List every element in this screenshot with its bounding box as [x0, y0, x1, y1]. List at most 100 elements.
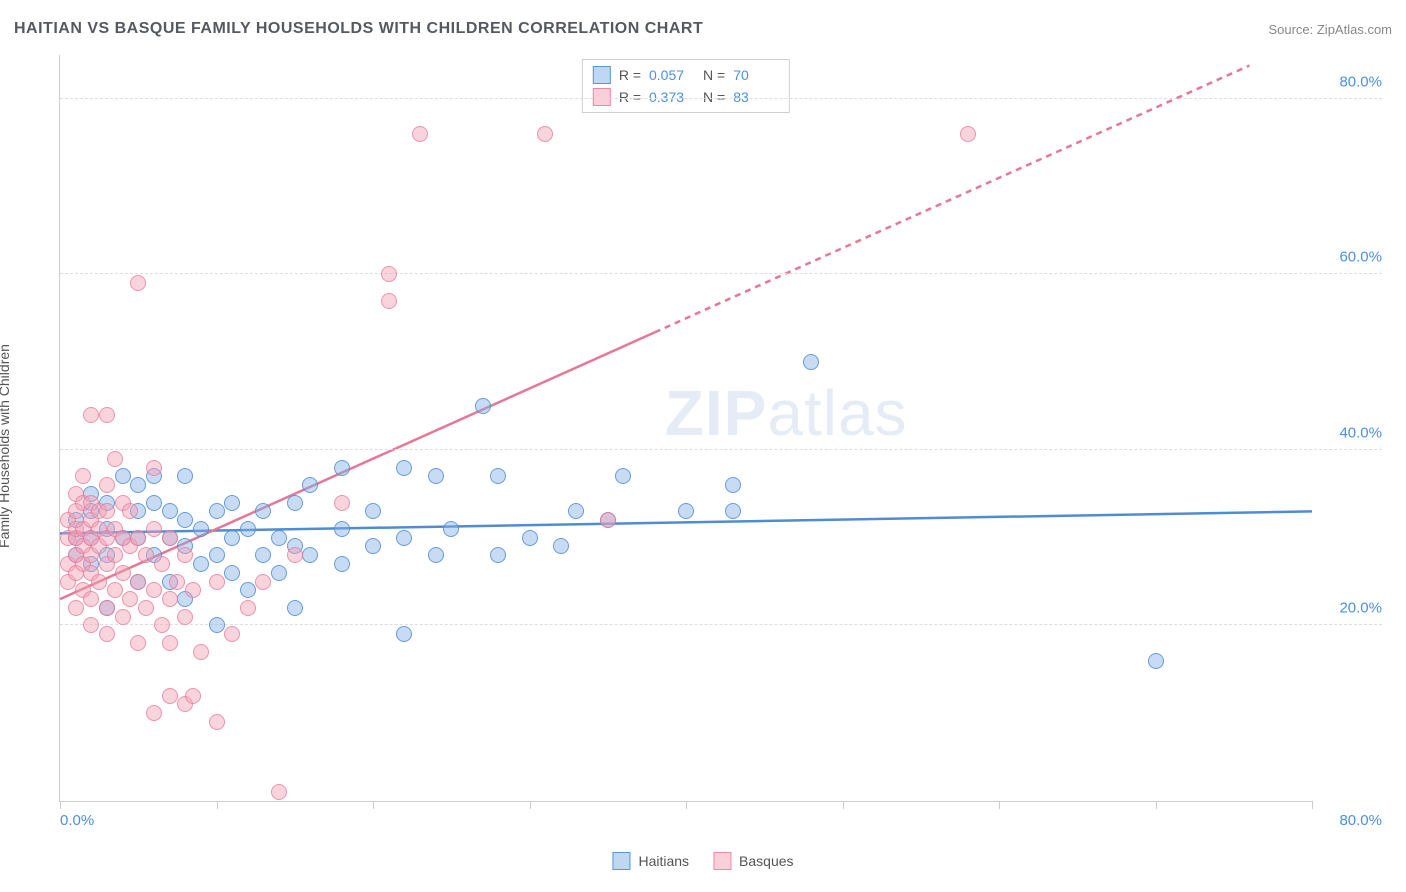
- data-point-basques: [99, 600, 115, 616]
- y-axis-label: Family Households with Children: [0, 344, 12, 548]
- data-point-basques: [83, 591, 99, 607]
- stat-r-label: R =: [619, 67, 641, 83]
- chart-source: Source: ZipAtlas.com: [1268, 22, 1392, 37]
- x-axis-end-label: 80.0%: [1339, 812, 1382, 829]
- data-point-basques: [68, 600, 84, 616]
- data-point-basques: [154, 617, 170, 633]
- data-point-basques: [537, 126, 553, 142]
- swatch-haitians-icon: [612, 852, 630, 870]
- data-point-basques: [960, 126, 976, 142]
- data-point-haitians: [162, 503, 178, 519]
- y-tick-label: 60.0%: [1322, 249, 1382, 266]
- data-point-haitians: [287, 600, 303, 616]
- data-point-basques: [334, 495, 350, 511]
- data-point-haitians: [146, 495, 162, 511]
- x-tick: [1156, 801, 1157, 809]
- data-point-haitians: [334, 521, 350, 537]
- data-point-haitians: [443, 521, 459, 537]
- stat-n-label: N =: [703, 67, 725, 83]
- x-axis-start-label: 0.0%: [60, 812, 94, 829]
- data-point-haitians: [365, 503, 381, 519]
- x-tick: [1312, 801, 1313, 809]
- gridline-h: [60, 624, 1382, 625]
- data-point-basques: [162, 688, 178, 704]
- data-point-haitians: [177, 512, 193, 528]
- data-point-haitians: [803, 354, 819, 370]
- data-point-basques: [99, 626, 115, 642]
- data-point-basques: [83, 617, 99, 633]
- data-point-haitians: [240, 582, 256, 598]
- x-tick: [530, 801, 531, 809]
- data-point-basques: [287, 547, 303, 563]
- data-point-haitians: [271, 530, 287, 546]
- series-legend: Haitians Basques: [612, 852, 793, 870]
- data-point-basques: [177, 547, 193, 563]
- data-point-basques: [115, 609, 131, 625]
- data-point-haitians: [209, 547, 225, 563]
- data-point-haitians: [522, 530, 538, 546]
- data-point-haitians: [334, 556, 350, 572]
- stat-n-haitians: 70: [733, 67, 779, 83]
- data-point-haitians: [396, 460, 412, 476]
- data-point-basques: [146, 582, 162, 598]
- data-point-basques: [271, 784, 287, 800]
- data-point-haitians: [1148, 653, 1164, 669]
- data-point-haitians: [302, 547, 318, 563]
- data-point-basques: [162, 591, 178, 607]
- x-tick: [999, 801, 1000, 809]
- data-point-haitians: [396, 530, 412, 546]
- gridline-h: [60, 273, 1382, 274]
- data-point-basques: [107, 451, 123, 467]
- data-point-haitians: [224, 495, 240, 511]
- data-point-haitians: [255, 503, 271, 519]
- data-point-haitians: [725, 477, 741, 493]
- swatch-haitians: [593, 66, 611, 84]
- x-tick: [217, 801, 218, 809]
- data-point-basques: [130, 275, 146, 291]
- data-point-haitians: [365, 538, 381, 554]
- data-point-basques: [107, 582, 123, 598]
- data-point-basques: [107, 547, 123, 563]
- data-point-haitians: [177, 468, 193, 484]
- data-point-haitians: [302, 477, 318, 493]
- data-point-haitians: [224, 530, 240, 546]
- data-point-basques: [185, 582, 201, 598]
- data-point-haitians: [130, 477, 146, 493]
- data-point-basques: [224, 626, 240, 642]
- data-point-basques: [99, 407, 115, 423]
- data-point-haitians: [678, 503, 694, 519]
- stat-r-haitians: 0.057: [649, 67, 695, 83]
- legend-item-haitians: Haitians: [612, 852, 689, 870]
- data-point-haitians: [490, 468, 506, 484]
- data-point-haitians: [428, 468, 444, 484]
- data-point-haitians: [240, 521, 256, 537]
- x-tick: [60, 801, 61, 809]
- legend-label-basques: Basques: [739, 853, 793, 869]
- data-point-basques: [99, 477, 115, 493]
- data-point-basques: [138, 547, 154, 563]
- data-point-haitians: [396, 626, 412, 642]
- data-point-basques: [412, 126, 428, 142]
- chart-title: HAITIAN VS BASQUE FAMILY HOUSEHOLDS WITH…: [14, 20, 703, 38]
- data-point-basques: [146, 521, 162, 537]
- data-point-basques: [381, 266, 397, 282]
- data-point-basques: [255, 574, 271, 590]
- data-point-basques: [209, 574, 225, 590]
- data-point-basques: [162, 530, 178, 546]
- data-point-haitians: [115, 468, 131, 484]
- data-point-basques: [138, 600, 154, 616]
- data-point-basques: [130, 530, 146, 546]
- data-point-basques: [193, 644, 209, 660]
- data-point-basques: [122, 503, 138, 519]
- stats-row-haitians: R = 0.057 N = 70: [593, 64, 779, 86]
- data-point-haitians: [568, 503, 584, 519]
- trend-lines: [60, 55, 1312, 801]
- data-point-haitians: [209, 617, 225, 633]
- data-point-basques: [83, 407, 99, 423]
- plot-area: ZIPatlas R = 0.057 N = 70 R = 0.373 N = …: [59, 55, 1312, 802]
- legend-label-haitians: Haitians: [638, 853, 689, 869]
- data-point-basques: [600, 512, 616, 528]
- data-point-haitians: [209, 503, 225, 519]
- data-point-haitians: [428, 547, 444, 563]
- data-point-basques: [146, 460, 162, 476]
